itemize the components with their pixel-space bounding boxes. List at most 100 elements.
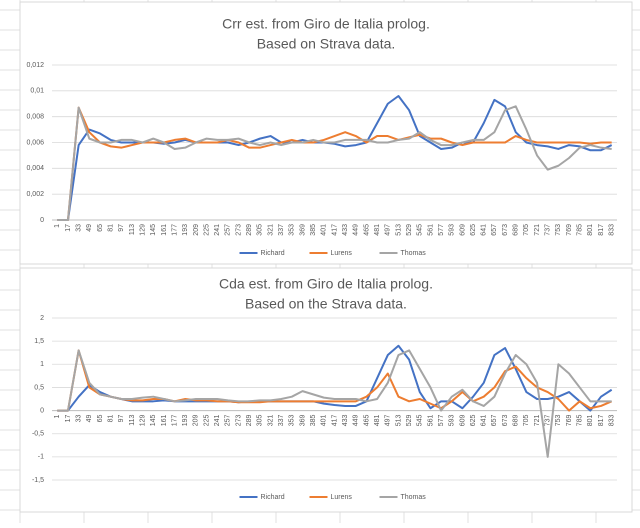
x-tick-label: 161 xyxy=(161,414,168,426)
x-tick-label: 353 xyxy=(289,414,296,426)
x-tick-label: 497 xyxy=(385,414,392,426)
x-tick-label: 689 xyxy=(513,224,520,236)
x-tick-label: 337 xyxy=(278,224,285,236)
x-tick-label: 161 xyxy=(161,224,168,236)
x-tick-label: 785 xyxy=(577,224,584,236)
x-tick-label: 417 xyxy=(331,414,338,426)
chart-title: Crr est. from Giro de Italia prolog. xyxy=(222,16,430,32)
x-tick-label: 833 xyxy=(609,224,616,236)
x-tick-label: 401 xyxy=(321,224,328,236)
x-tick-label: 33 xyxy=(75,414,82,422)
x-tick-label: 97 xyxy=(118,414,125,422)
x-tick-label: 593 xyxy=(449,224,456,236)
chart-area xyxy=(19,267,633,513)
x-tick-label: 305 xyxy=(257,224,264,236)
x-tick-label: 673 xyxy=(502,414,509,426)
x-tick-label: 321 xyxy=(267,224,274,236)
x-tick-label: 801 xyxy=(587,414,594,426)
x-tick-label: 769 xyxy=(566,224,573,236)
x-tick-label: 241 xyxy=(214,414,221,426)
x-tick-label: 481 xyxy=(374,224,381,236)
y-tick-label: 0 xyxy=(40,217,44,224)
x-tick-label: 433 xyxy=(342,414,349,426)
y-tick-label: 0,008 xyxy=(26,114,44,121)
x-tick-label: 705 xyxy=(523,414,530,426)
x-tick-label: 497 xyxy=(385,224,392,236)
chart: Cda est. from Giro de Italia prolog. Base… xyxy=(19,267,633,513)
x-tick-label: 145 xyxy=(150,224,157,236)
x-tick-label: 577 xyxy=(438,414,445,426)
x-tick-label: 257 xyxy=(225,414,232,426)
x-tick-label: 97 xyxy=(118,224,125,232)
x-tick-label: 705 xyxy=(523,224,530,236)
x-tick-label: 817 xyxy=(598,414,605,426)
x-tick-label: 369 xyxy=(299,224,306,236)
x-tick-label: 769 xyxy=(566,414,573,426)
legend-label: Richard xyxy=(261,494,285,501)
series-line xyxy=(57,106,612,221)
x-tick-label: 17 xyxy=(65,224,72,232)
x-tick-label: 609 xyxy=(459,414,466,426)
x-tick-label: 273 xyxy=(235,224,242,236)
x-tick-label: 65 xyxy=(97,224,104,232)
x-tick-label: 513 xyxy=(395,414,402,426)
x-tick-label: 545 xyxy=(417,224,424,236)
x-tick-label: 337 xyxy=(278,414,285,426)
x-tick-label: 129 xyxy=(139,414,146,426)
x-tick-label: 49 xyxy=(86,414,93,422)
x-tick-label: 129 xyxy=(139,224,146,236)
series-line xyxy=(57,349,613,412)
x-tick-label: 609 xyxy=(459,224,466,236)
series-line xyxy=(57,344,613,412)
x-tick-label: 113 xyxy=(129,414,136,425)
x-tick-label: 209 xyxy=(193,224,200,236)
y-tick-label: 0,002 xyxy=(26,191,44,198)
x-tick-label: 241 xyxy=(214,224,221,236)
chart: Crr est. from Giro de Italia prolog. Base… xyxy=(19,1,633,265)
y-tick-label: -1,5 xyxy=(32,477,44,484)
y-tick-label: 1,5 xyxy=(34,338,44,345)
x-tick-label: 545 xyxy=(417,414,424,426)
x-tick-label: 689 xyxy=(513,414,520,426)
y-tick-label: 0,004 xyxy=(26,165,44,172)
x-tick-label: 177 xyxy=(171,224,178,236)
x-tick-label: 737 xyxy=(545,414,552,426)
x-tick-label: 561 xyxy=(427,414,434,426)
x-tick-label: 289 xyxy=(246,414,253,426)
y-tick-label: 0,5 xyxy=(34,384,44,391)
x-tick-label: 17 xyxy=(65,414,72,422)
y-tick-label: -0,5 xyxy=(32,431,44,438)
y-tick-label: 0,01 xyxy=(30,88,44,95)
x-tick-label: 209 xyxy=(193,414,200,426)
x-tick-label: 465 xyxy=(363,224,370,236)
y-tick-label: 0 xyxy=(40,407,44,414)
x-tick-label: 145 xyxy=(150,414,157,426)
chart-title: Based on Strava data. xyxy=(257,36,396,52)
legend-label: Thomas xyxy=(401,250,427,257)
x-tick-label: 369 xyxy=(299,414,306,426)
x-tick-label: 65 xyxy=(97,414,104,422)
x-tick-label: 801 xyxy=(587,224,594,236)
x-tick-label: 513 xyxy=(395,224,402,236)
x-tick-label: 657 xyxy=(491,414,498,426)
x-tick-label: 465 xyxy=(363,414,370,426)
x-tick-label: 33 xyxy=(75,224,82,232)
x-tick-label: 193 xyxy=(182,414,189,426)
x-tick-label: 721 xyxy=(534,224,541,236)
x-tick-label: 561 xyxy=(427,224,434,236)
x-tick-label: 641 xyxy=(481,414,488,426)
x-tick-label: 385 xyxy=(310,224,317,236)
y-tick-label: 0,012 xyxy=(26,62,44,69)
x-tick-label: 721 xyxy=(534,414,541,426)
legend-label: Thomas xyxy=(401,494,427,501)
x-tick-label: 593 xyxy=(449,414,456,426)
x-tick-label: 1 xyxy=(54,414,61,418)
legend-label: Richard xyxy=(261,250,285,257)
x-tick-label: 529 xyxy=(406,414,413,426)
series-line xyxy=(57,349,612,458)
y-tick-label: 2 xyxy=(40,315,44,322)
x-tick-label: 817 xyxy=(598,224,605,236)
series-line xyxy=(57,105,612,221)
